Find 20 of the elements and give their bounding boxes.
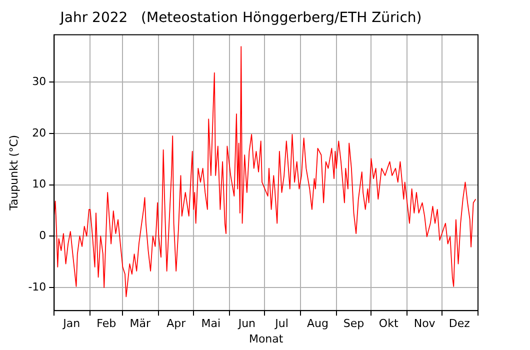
chart-title: Jahr 2022 (Meteostation Hönggerberg/ETH Zürich) <box>59 10 422 26</box>
x-tick-label: Dez <box>448 317 470 330</box>
y-axis-title: Taupunkt (°C) <box>7 134 20 212</box>
x-tick-label: Sep <box>343 317 364 330</box>
x-axis-title: Monat <box>248 332 284 346</box>
x-tick-label: Jun <box>237 317 256 330</box>
x-tick-label: Mai <box>201 317 221 330</box>
x-tick-label: Nov <box>414 317 436 330</box>
x-tick-label: Okt <box>378 317 399 330</box>
y-tick-label: -10 <box>28 280 46 294</box>
y-tick-label: 30 <box>32 74 46 88</box>
x-tick-label: Aug <box>307 317 328 330</box>
x-tick-label: Jul <box>274 317 288 330</box>
x-tick-label: Jan <box>62 317 80 330</box>
y-tick-label: 0 <box>39 228 46 242</box>
x-tick-label: Apr <box>166 317 186 330</box>
x-tick-label: Mär <box>130 317 151 330</box>
y-tick-label: 10 <box>32 178 46 191</box>
x-tick-label: Feb <box>96 317 116 330</box>
y-tick-label: 20 <box>32 126 46 140</box>
